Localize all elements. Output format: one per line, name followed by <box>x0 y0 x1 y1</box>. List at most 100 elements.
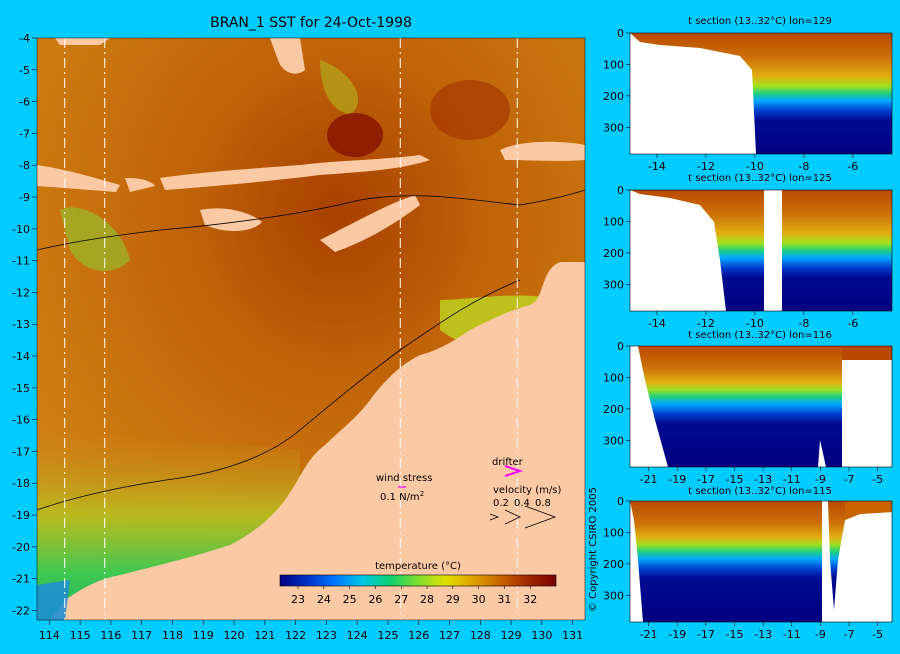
section-x-tick-label: -14 <box>648 160 666 173</box>
section-y-tick-label: 100 <box>603 526 624 539</box>
lon-tick-label: 115 <box>70 629 91 642</box>
velocity-tick-label: 0.2 <box>493 498 509 509</box>
section-x-tick-label: -19 <box>668 473 686 486</box>
section-panel-lon115: t section (13..32°C) lon=115 -21 -19 -17 -1… <box>603 486 893 641</box>
lat-tick-label: -18 <box>12 477 30 490</box>
velocity-label: velocity (m/s) <box>493 485 561 496</box>
section-y-tick-label: 0 <box>617 495 624 508</box>
land-bali <box>125 178 155 192</box>
lon-tick-label: 127 <box>439 629 460 642</box>
lon-tick-label: 125 <box>377 629 398 642</box>
north-green-patch <box>320 60 359 115</box>
section-x-tick-label: -8 <box>798 160 809 173</box>
colorbar: temperature (°C) 23 24 25 26 27 28 29 30 31 32 <box>279 561 557 606</box>
section-x-tick-label: -17 <box>697 473 715 486</box>
section-ticks: -14 -12 -10 -8 -6 0 100 200 300 <box>603 184 858 330</box>
lon-tick-label: 114 <box>39 629 60 642</box>
section-x-tick-label: -19 <box>668 628 686 641</box>
colorbar-tick-label: 23 <box>291 593 305 606</box>
section-shallow-east <box>842 346 892 360</box>
velocity-ticks: 0.2 0.4 0.8 <box>493 498 551 509</box>
section-x-tick-label: -10 <box>746 317 764 330</box>
lon-tick-label: 126 <box>408 629 429 642</box>
section-x-tick-label: -15 <box>726 628 744 641</box>
section-y-tick-label: 0 <box>617 27 624 40</box>
lat-tick-label: -15 <box>12 382 30 395</box>
velocity-arrow-large-icon <box>524 505 557 529</box>
section-y-tick-label: 100 <box>603 215 624 228</box>
coastal-data-patch <box>37 580 70 620</box>
section-panel-lon125: t section (13..32°C) lon=125 -14 -12 -10 -8… <box>603 173 893 330</box>
section-y-tick-label: 300 <box>603 278 624 291</box>
lon-tick-label: 123 <box>316 629 337 642</box>
section-x-tick-label: -13 <box>754 473 772 486</box>
drifter-label: drifter <box>492 457 524 468</box>
section-y-tick-label: 200 <box>603 90 624 103</box>
section-x-tick-label: -14 <box>648 317 666 330</box>
lat-tick-label: -5 <box>19 64 30 77</box>
land-java <box>37 165 120 192</box>
lat-tick-label: -10 <box>12 223 30 236</box>
colorbar-tick-label: 27 <box>394 593 408 606</box>
section-x-tick-label: -11 <box>783 628 801 641</box>
section-x-tick-label: -8 <box>798 317 809 330</box>
section-title: t section (13..32°C) lon=125 <box>688 173 832 184</box>
lat-tick-label: -20 <box>12 541 30 554</box>
colorbar-tick-label: 26 <box>368 593 382 606</box>
colorbar-tick-label: 30 <box>472 593 486 606</box>
land-sulawesi <box>270 38 305 74</box>
colorbar-label: temperature (°C) <box>375 561 461 572</box>
velocity-tick-label: 0.4 <box>514 498 530 509</box>
lat-tick-label: -12 <box>12 286 30 299</box>
colorbar-tick-label: 31 <box>497 593 511 606</box>
land-lesser-sunda <box>160 155 430 190</box>
colorbar-tick-label: 25 <box>343 593 357 606</box>
section-y-tick-label: 300 <box>603 121 624 134</box>
colorbar-bar <box>279 574 557 587</box>
section-y-tick-label: 200 <box>603 558 624 571</box>
sst-map <box>37 38 585 620</box>
section-gap-mask <box>764 190 782 311</box>
section-land-mask-west <box>630 501 643 622</box>
warm-eddy-east <box>430 80 510 140</box>
lat-tick-label: -13 <box>12 318 30 331</box>
warm-eddy <box>327 113 383 157</box>
lon-tick-label: 129 <box>501 629 522 642</box>
land-borneo-edge <box>55 38 110 45</box>
section-x-tick-label: -6 <box>847 317 858 330</box>
section-x-tick-label: -21 <box>640 628 658 641</box>
lon-tick-label: 131 <box>562 629 583 642</box>
section-frame <box>629 500 893 623</box>
copyright-notice: © Copyright CSIRO 2005 <box>588 487 599 612</box>
section-land-mask <box>630 33 756 154</box>
section-y-tick-label: 200 <box>603 403 624 416</box>
section-title: t section (13..32°C) lon=129 <box>688 16 832 27</box>
land-sumba <box>200 208 262 231</box>
lat-tick-label: -8 <box>19 159 30 172</box>
section-land-mask-east <box>842 360 892 467</box>
section-x-tick-label: -5 <box>872 628 883 641</box>
section-shallow-east <box>845 501 892 520</box>
section-x-tick-label: -21 <box>640 473 658 486</box>
wind-stress-legend: wind stress 0.1 N/m2 <box>376 473 432 503</box>
drifter-arrow-icon <box>504 465 524 477</box>
section-land-mask-west <box>630 346 668 467</box>
section-y-tick-label: 200 <box>603 247 624 260</box>
section-x-tick-label: -13 <box>754 628 772 641</box>
section-frame <box>629 345 893 468</box>
velocity-arrow-medium-icon <box>504 509 521 525</box>
shelf-contour-south <box>37 279 521 511</box>
map-title: BRAN_1 SST for 24-Oct-1998 <box>210 15 412 31</box>
velocity-tick-label: 0.8 <box>535 498 551 509</box>
section-x-tick-label: -17 <box>697 628 715 641</box>
lat-tick-label: -14 <box>12 350 30 363</box>
lon-tick-label: 116 <box>100 629 121 642</box>
land-australia <box>50 262 585 620</box>
section-lines <box>64 38 518 620</box>
section-land-mask <box>630 190 726 311</box>
section-x-tick-label: -7 <box>844 473 855 486</box>
colorbar-tick-label: 24 <box>317 593 331 606</box>
lat-tick-label: -7 <box>19 127 30 140</box>
